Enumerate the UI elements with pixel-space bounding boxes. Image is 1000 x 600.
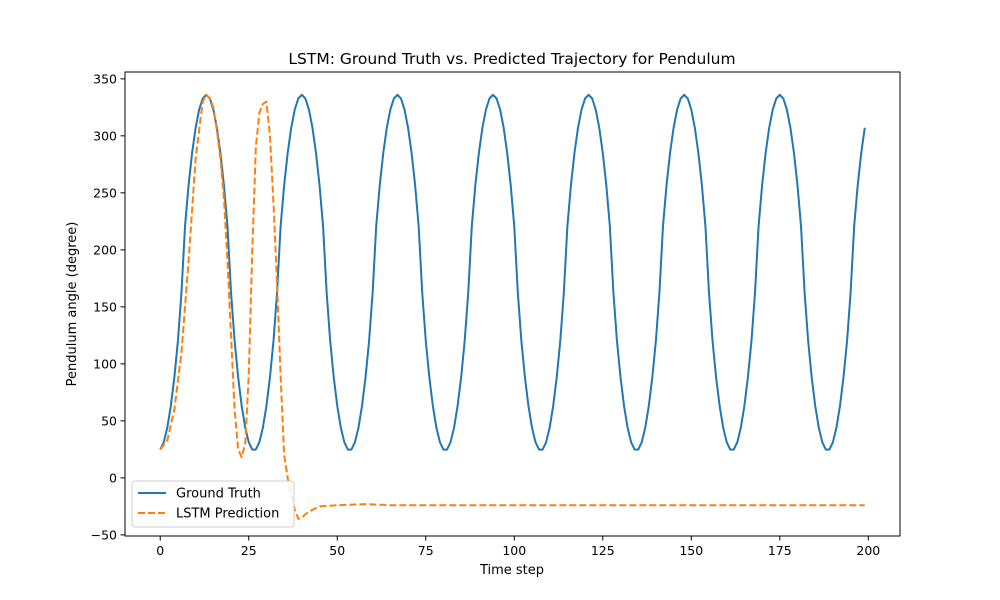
- plot-frame: [124, 71, 901, 537]
- y-tick-label: 50: [101, 413, 117, 428]
- series-line-lstm-prediction: [159, 93, 865, 520]
- y-tick-label: 100: [93, 356, 117, 371]
- x-tick-label: 125: [591, 543, 615, 558]
- legend-label-ground-truth: Ground Truth: [176, 487, 261, 502]
- legend-label-lstm-prediction: LSTM Prediction: [176, 507, 279, 522]
- x-tick-label: 175: [768, 543, 792, 558]
- x-tick-label: 100: [502, 543, 526, 558]
- y-tick-label: 350: [93, 71, 117, 86]
- y-tick-label: 250: [93, 185, 117, 200]
- y-tick-label: 300: [93, 128, 117, 143]
- legend: Ground Truth LSTM Prediction: [131, 480, 295, 528]
- x-axis: 0 25 50 75 100 125 150 175 200: [156, 536, 880, 558]
- x-tick-label: 50: [329, 543, 345, 558]
- y-axis: −50 0 50 100 150 200 250 300 350: [91, 71, 125, 542]
- plot-series: [159, 93, 866, 520]
- x-tick-label: 150: [679, 543, 703, 558]
- legend-box: [131, 480, 295, 528]
- y-tick-label: −50: [91, 527, 117, 542]
- x-axis-label: Time step: [479, 563, 544, 578]
- y-tick-label: 0: [109, 470, 117, 485]
- x-tick-label: 0: [156, 543, 164, 558]
- y-tick-label: 150: [93, 299, 117, 314]
- y-axis-label: Pendulum angle (degree): [65, 222, 80, 387]
- x-tick-label: 25: [241, 543, 257, 558]
- x-tick-label: 75: [418, 543, 434, 558]
- x-tick-label: 200: [856, 543, 880, 558]
- y-tick-label: 200: [93, 242, 117, 257]
- chart-title: LSTM: Ground Truth vs. Predicted Traject…: [288, 50, 735, 68]
